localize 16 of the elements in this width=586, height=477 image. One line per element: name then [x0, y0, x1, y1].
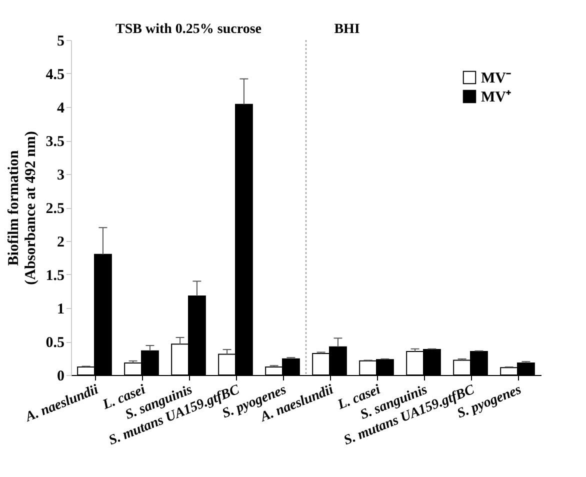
legend-label: MV⁻: [481, 70, 511, 86]
y-tick-label: 1: [57, 302, 64, 318]
y-tick-label: 1.5: [46, 268, 64, 284]
legend-label: MV⁺: [481, 90, 511, 106]
text: BHI: [334, 22, 360, 37]
y-tick-label: 4: [57, 100, 65, 116]
y-tick-label: 2.5: [46, 201, 64, 217]
y-tick-label: 4.5: [46, 67, 64, 83]
y-tick-label: 3: [57, 168, 64, 184]
y-tick-label: 2: [57, 234, 64, 250]
y-tick-label: 3.5: [46, 134, 64, 150]
y-tick-label: 5: [57, 34, 64, 50]
y-axis-title: Biofilm formation (Absorbance at 492 nm): [6, 131, 39, 285]
text: TSB with 0.25% sucrose: [116, 22, 262, 37]
y-tick-label: 0: [57, 368, 64, 384]
y-tick-label: 0.5: [46, 335, 64, 351]
